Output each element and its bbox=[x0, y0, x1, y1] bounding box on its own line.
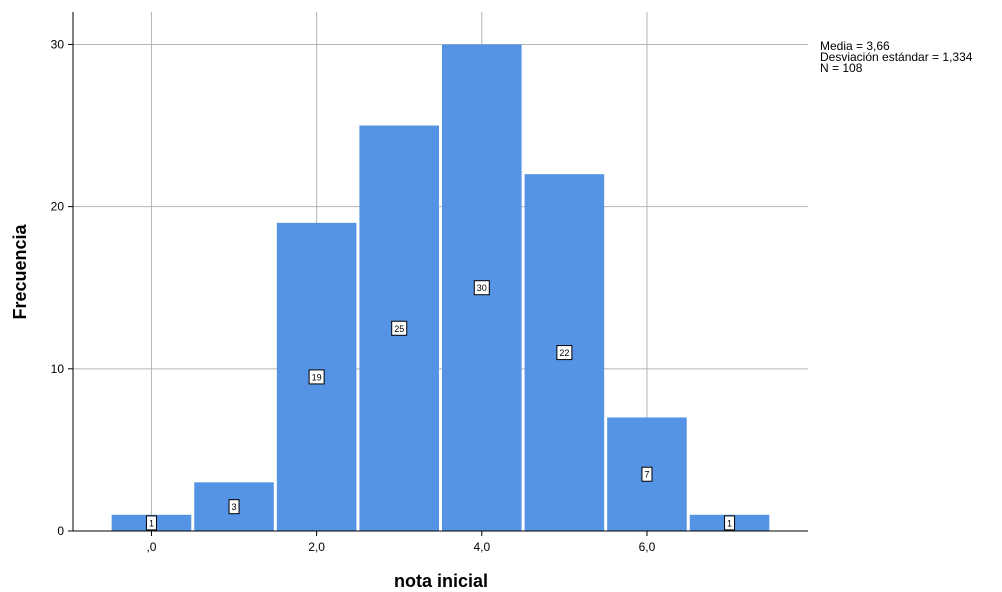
data-label-box bbox=[641, 466, 653, 482]
axes bbox=[72, 12, 808, 532]
data-label-box bbox=[724, 515, 736, 531]
data-label-box bbox=[391, 320, 408, 336]
bars bbox=[111, 44, 770, 531]
stat-std-dev: Desviación estándar = 1,334 bbox=[820, 50, 973, 64]
data-label: 22 bbox=[559, 348, 569, 358]
y-tick-label: 20 bbox=[51, 200, 65, 214]
data-label: 3 bbox=[232, 502, 237, 512]
data-label-box bbox=[308, 369, 325, 385]
data-label-box bbox=[145, 515, 157, 531]
data-label: 19 bbox=[312, 372, 322, 382]
stat-n: N = 108 bbox=[820, 61, 863, 75]
statistics-box: Media = 3,66 Desviación estándar = 1,334… bbox=[820, 39, 973, 75]
data-label-box bbox=[473, 280, 490, 296]
data-label: 7 bbox=[644, 470, 649, 480]
data-label-box bbox=[228, 499, 240, 515]
data-label: 1 bbox=[727, 518, 732, 528]
x-tick-label: 2,0 bbox=[308, 540, 325, 554]
x-tick-label: 4,0 bbox=[473, 540, 490, 554]
data-label-box bbox=[556, 345, 573, 361]
data-label: 30 bbox=[477, 283, 487, 293]
plot-area-background bbox=[73, 12, 808, 531]
x-tick-label: ,0 bbox=[146, 540, 156, 554]
stat-mean: Media = 3,66 bbox=[820, 39, 890, 53]
y-axis-title: Frecuencia bbox=[10, 223, 30, 319]
data-label: 25 bbox=[394, 324, 404, 334]
y-tick-label: 30 bbox=[51, 37, 65, 51]
x-axis-title: nota inicial bbox=[394, 571, 488, 591]
x-tick-label: 6,0 bbox=[639, 540, 656, 554]
data-label: 1 bbox=[149, 518, 154, 528]
y-tick-label: 0 bbox=[57, 524, 64, 538]
y-tick-label: 10 bbox=[51, 362, 65, 376]
tick-labels: 0 10 20 30 ,0 2,0 4,0 6,0 bbox=[51, 37, 656, 554]
